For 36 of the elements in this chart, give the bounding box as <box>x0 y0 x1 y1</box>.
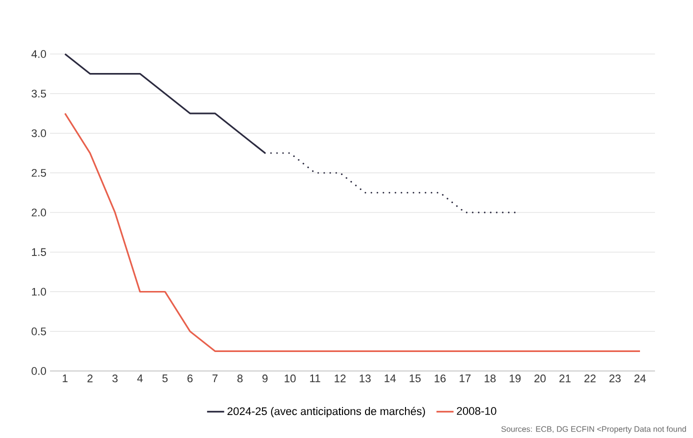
x-tick-label: 17 <box>460 374 471 382</box>
y-tick-label: 4.0 <box>31 50 46 58</box>
y-tick-label: 0.0 <box>32 367 46 375</box>
y-tick-label: 3.0 <box>32 129 46 138</box>
x-tick-label: 14 <box>384 374 396 382</box>
x-tick-label: 1 <box>62 374 68 382</box>
x-tick-label: 19 <box>510 374 521 382</box>
y-tick-label: 1.0 <box>32 288 46 296</box>
y-tick-label: 0.5 <box>32 327 46 336</box>
y-tick-label: 1.5 <box>32 248 46 256</box>
x-tick-label: 21 <box>559 374 571 382</box>
x-tick-label: 10 <box>284 374 296 382</box>
x-tick-label: 18 <box>484 374 496 382</box>
x-tick-label: 11 <box>310 374 320 382</box>
x-tick-label: 3 <box>112 374 118 382</box>
legend-label: 2024-25 (avec anticipations de marchés) <box>228 406 425 418</box>
x-tick-label: 20 <box>534 374 546 382</box>
legend-label: 2008-10 <box>456 407 496 415</box>
x-tick-label: 12 <box>334 374 346 382</box>
x-tick-label: 16 <box>434 374 446 382</box>
x-tick-label: 13 <box>360 374 371 382</box>
x-tick-label: 24 <box>634 374 646 382</box>
y-tick-label: 2.0 <box>32 208 46 216</box>
x-tick-label: 7 <box>212 374 218 382</box>
x-tick-label: 6 <box>188 374 193 382</box>
x-tick-label: 22 <box>584 374 596 382</box>
x-tick-label: 5 <box>162 374 168 382</box>
y-tick-label: 3.5 <box>32 90 46 98</box>
source-note: Sources: ECB, DG ECFIN <Property Data not found <box>501 426 686 434</box>
x-tick-label: 23 <box>609 374 621 382</box>
x-tick-label: 8 <box>237 374 243 382</box>
y-tick-label: 2.5 <box>32 168 46 177</box>
x-tick-label: 4 <box>137 374 143 382</box>
x-tick-label: 15 <box>410 374 421 382</box>
x-tick-label: 2 <box>88 374 93 382</box>
x-tick-label: 9 <box>262 374 268 382</box>
